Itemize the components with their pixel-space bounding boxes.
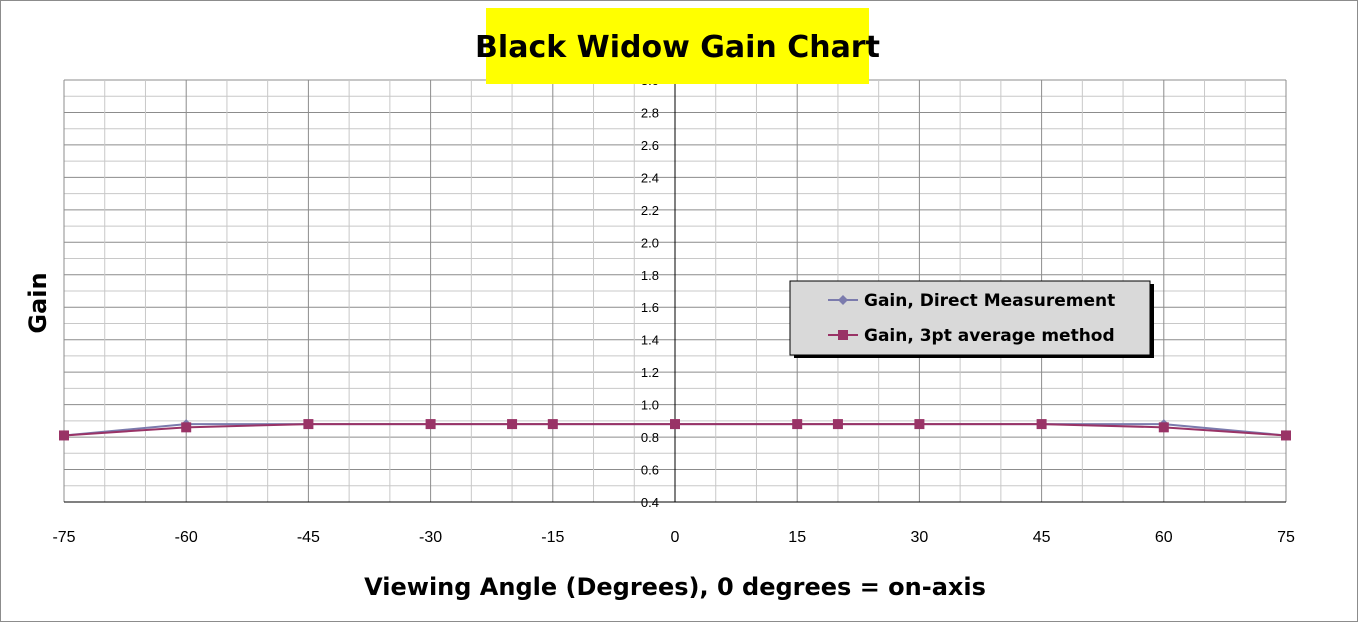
y-tick-label: 1.4 (641, 333, 659, 348)
data-point-square (425, 419, 436, 430)
x-tick-label: 15 (788, 529, 806, 546)
data-point-square (1158, 422, 1169, 433)
legend-label-direct: Gain, Direct Measurement (864, 291, 1115, 311)
legend-marker-3pt (838, 330, 848, 340)
x-tick-label: -30 (419, 529, 442, 546)
data-point-square (547, 419, 558, 430)
y-tick-label: 0.6 (641, 463, 659, 478)
x-tick-label: -75 (52, 529, 75, 546)
data-point-square (832, 419, 843, 430)
data-point-square (1036, 419, 1047, 430)
chart-title-background (486, 8, 869, 84)
y-tick-label: 1.6 (641, 300, 659, 315)
x-tick-label: -60 (175, 529, 198, 546)
y-tick-labels: 0.40.60.81.01.21.41.61.82.02.22.42.62.83… (641, 73, 659, 510)
legend: Gain, Direct Measurement Gain, 3pt avera… (789, 280, 1154, 358)
data-point-square (1281, 430, 1291, 441)
x-tick-label: 60 (1155, 529, 1173, 546)
legend-label-3pt: Gain, 3pt average method (864, 326, 1115, 346)
series-3pt (59, 419, 1291, 441)
data-point-square (59, 430, 69, 441)
legend-box (789, 280, 1151, 356)
y-tick-label: 2.0 (641, 235, 659, 250)
x-tick-labels: -75 -60 -45 -30 -15 0 15 30 45 60 75 (52, 529, 1295, 546)
data-point-square (670, 419, 680, 430)
y-tick-label: 2.8 (641, 105, 659, 120)
x-tick-label: 30 (911, 529, 929, 546)
chart-title: Black Widow Gain Chart (475, 30, 880, 65)
x-tick-label: -15 (541, 529, 564, 546)
data-point-square (792, 419, 803, 430)
y-tick-label: 1.2 (641, 365, 659, 380)
y-tick-label: 2.2 (641, 203, 659, 218)
grid (63, 79, 1287, 503)
x-tick-label: 75 (1277, 529, 1295, 546)
legend-marker-direct (838, 295, 848, 305)
y-tick-label: 2.4 (641, 170, 659, 185)
series-group (59, 419, 1291, 441)
x-tick-label: 0 (671, 529, 680, 546)
y-axis-label: Gain (24, 272, 52, 333)
data-point-square (181, 422, 192, 433)
y-tick-label: 1.0 (641, 398, 659, 413)
x-tick-label: 45 (1033, 529, 1051, 546)
y-tick-label: 0.8 (641, 430, 659, 445)
y-tick-label: 2.6 (641, 138, 659, 153)
x-axis-label: Viewing Angle (Degrees), 0 degrees = on-… (364, 573, 986, 601)
data-point-square (914, 419, 925, 430)
y-tick-label: 1.8 (641, 268, 659, 283)
x-tick-label: -45 (297, 529, 320, 546)
data-point-square (303, 419, 314, 430)
data-point-square (507, 419, 518, 430)
y-tick-label: 0.4 (641, 495, 659, 510)
